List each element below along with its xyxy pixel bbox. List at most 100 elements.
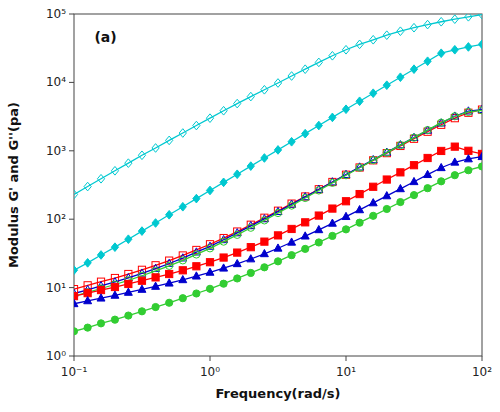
data-point (97, 294, 105, 301)
data-point (315, 225, 323, 232)
data-point (220, 280, 227, 287)
y-tick-label: 10² (46, 212, 66, 226)
chart: 10⁻¹10⁰10¹10²10⁰10¹10²10³10⁴10⁵Frequency… (0, 0, 500, 412)
data-point (465, 108, 472, 115)
data-point (74, 293, 78, 300)
data-point (97, 251, 104, 260)
x-tick (346, 356, 347, 361)
data-point (247, 224, 254, 231)
y-tick-label: 10⁰ (46, 349, 66, 363)
data-point (152, 303, 159, 310)
data-point (74, 328, 78, 335)
data-point (342, 45, 349, 54)
data-point (396, 185, 404, 192)
data-point (179, 275, 187, 282)
data-point (410, 192, 417, 199)
data-point (247, 92, 254, 101)
data-point (152, 282, 160, 289)
series (74, 163, 482, 335)
series-line (74, 44, 482, 270)
data-point (288, 137, 295, 146)
data-point (451, 158, 459, 165)
data-point (383, 81, 390, 90)
series-line (74, 15, 482, 195)
data-point (179, 129, 186, 138)
data-point (111, 283, 118, 290)
data-point (84, 324, 91, 331)
y-tick (69, 287, 74, 288)
data-point (478, 107, 482, 114)
x-tick-label: 10⁻¹ (61, 365, 88, 379)
data-point (206, 285, 213, 292)
data-point (342, 212, 350, 219)
data-point (424, 20, 431, 29)
data-point (74, 190, 78, 199)
data-point (478, 40, 482, 49)
series-line (74, 166, 482, 331)
data-point (193, 194, 200, 203)
series (74, 105, 482, 296)
data-point (383, 149, 390, 156)
data-point (288, 252, 295, 259)
data-point (342, 198, 349, 205)
data-point (342, 105, 349, 114)
data-point (206, 268, 214, 275)
data-point (179, 202, 186, 211)
data-point (315, 58, 322, 67)
data-point (261, 154, 268, 163)
series-line (74, 110, 482, 296)
y-tick (69, 219, 74, 220)
data-point (138, 308, 145, 315)
data-point (138, 227, 145, 236)
data-point (206, 259, 213, 266)
data-point (451, 172, 458, 179)
data-point (125, 159, 132, 168)
series (74, 152, 482, 306)
data-point (410, 65, 417, 74)
data-point (288, 202, 295, 209)
data-point (97, 174, 104, 183)
data-point (383, 205, 390, 212)
data-point (465, 167, 472, 174)
data-point (397, 169, 404, 176)
data-point (301, 232, 309, 239)
data-point (193, 263, 200, 270)
data-point (138, 151, 145, 160)
data-point (247, 244, 254, 251)
y-tick (69, 14, 74, 15)
data-point (397, 198, 404, 205)
data-point (329, 179, 336, 186)
data-point (424, 170, 432, 177)
data-point (220, 254, 227, 261)
data-point (111, 166, 118, 175)
data-point (125, 312, 132, 319)
data-point (342, 226, 349, 233)
data-point (74, 299, 78, 306)
series-line (74, 157, 482, 304)
data-point (288, 238, 296, 245)
data-point (193, 251, 200, 258)
data-point (438, 49, 445, 58)
data-point (424, 126, 431, 133)
data-point (465, 14, 472, 21)
y-tick-label: 10⁴ (46, 75, 66, 89)
y-axis-label: Modulus G' and G''(pa) (6, 102, 21, 268)
data-point (138, 277, 145, 284)
data-point (260, 249, 268, 256)
data-point (192, 272, 200, 279)
data-point (166, 210, 173, 219)
data-point (125, 280, 132, 287)
series (74, 107, 482, 300)
data-point (410, 177, 418, 184)
data-point (274, 79, 281, 88)
data-point (329, 205, 336, 212)
x-tick (74, 356, 75, 361)
data-point (84, 182, 91, 191)
data-point (274, 258, 281, 265)
data-point (152, 144, 159, 153)
data-point (464, 155, 472, 162)
data-point (206, 245, 213, 252)
series (74, 40, 482, 274)
data-point (465, 43, 472, 52)
data-point (302, 245, 309, 252)
